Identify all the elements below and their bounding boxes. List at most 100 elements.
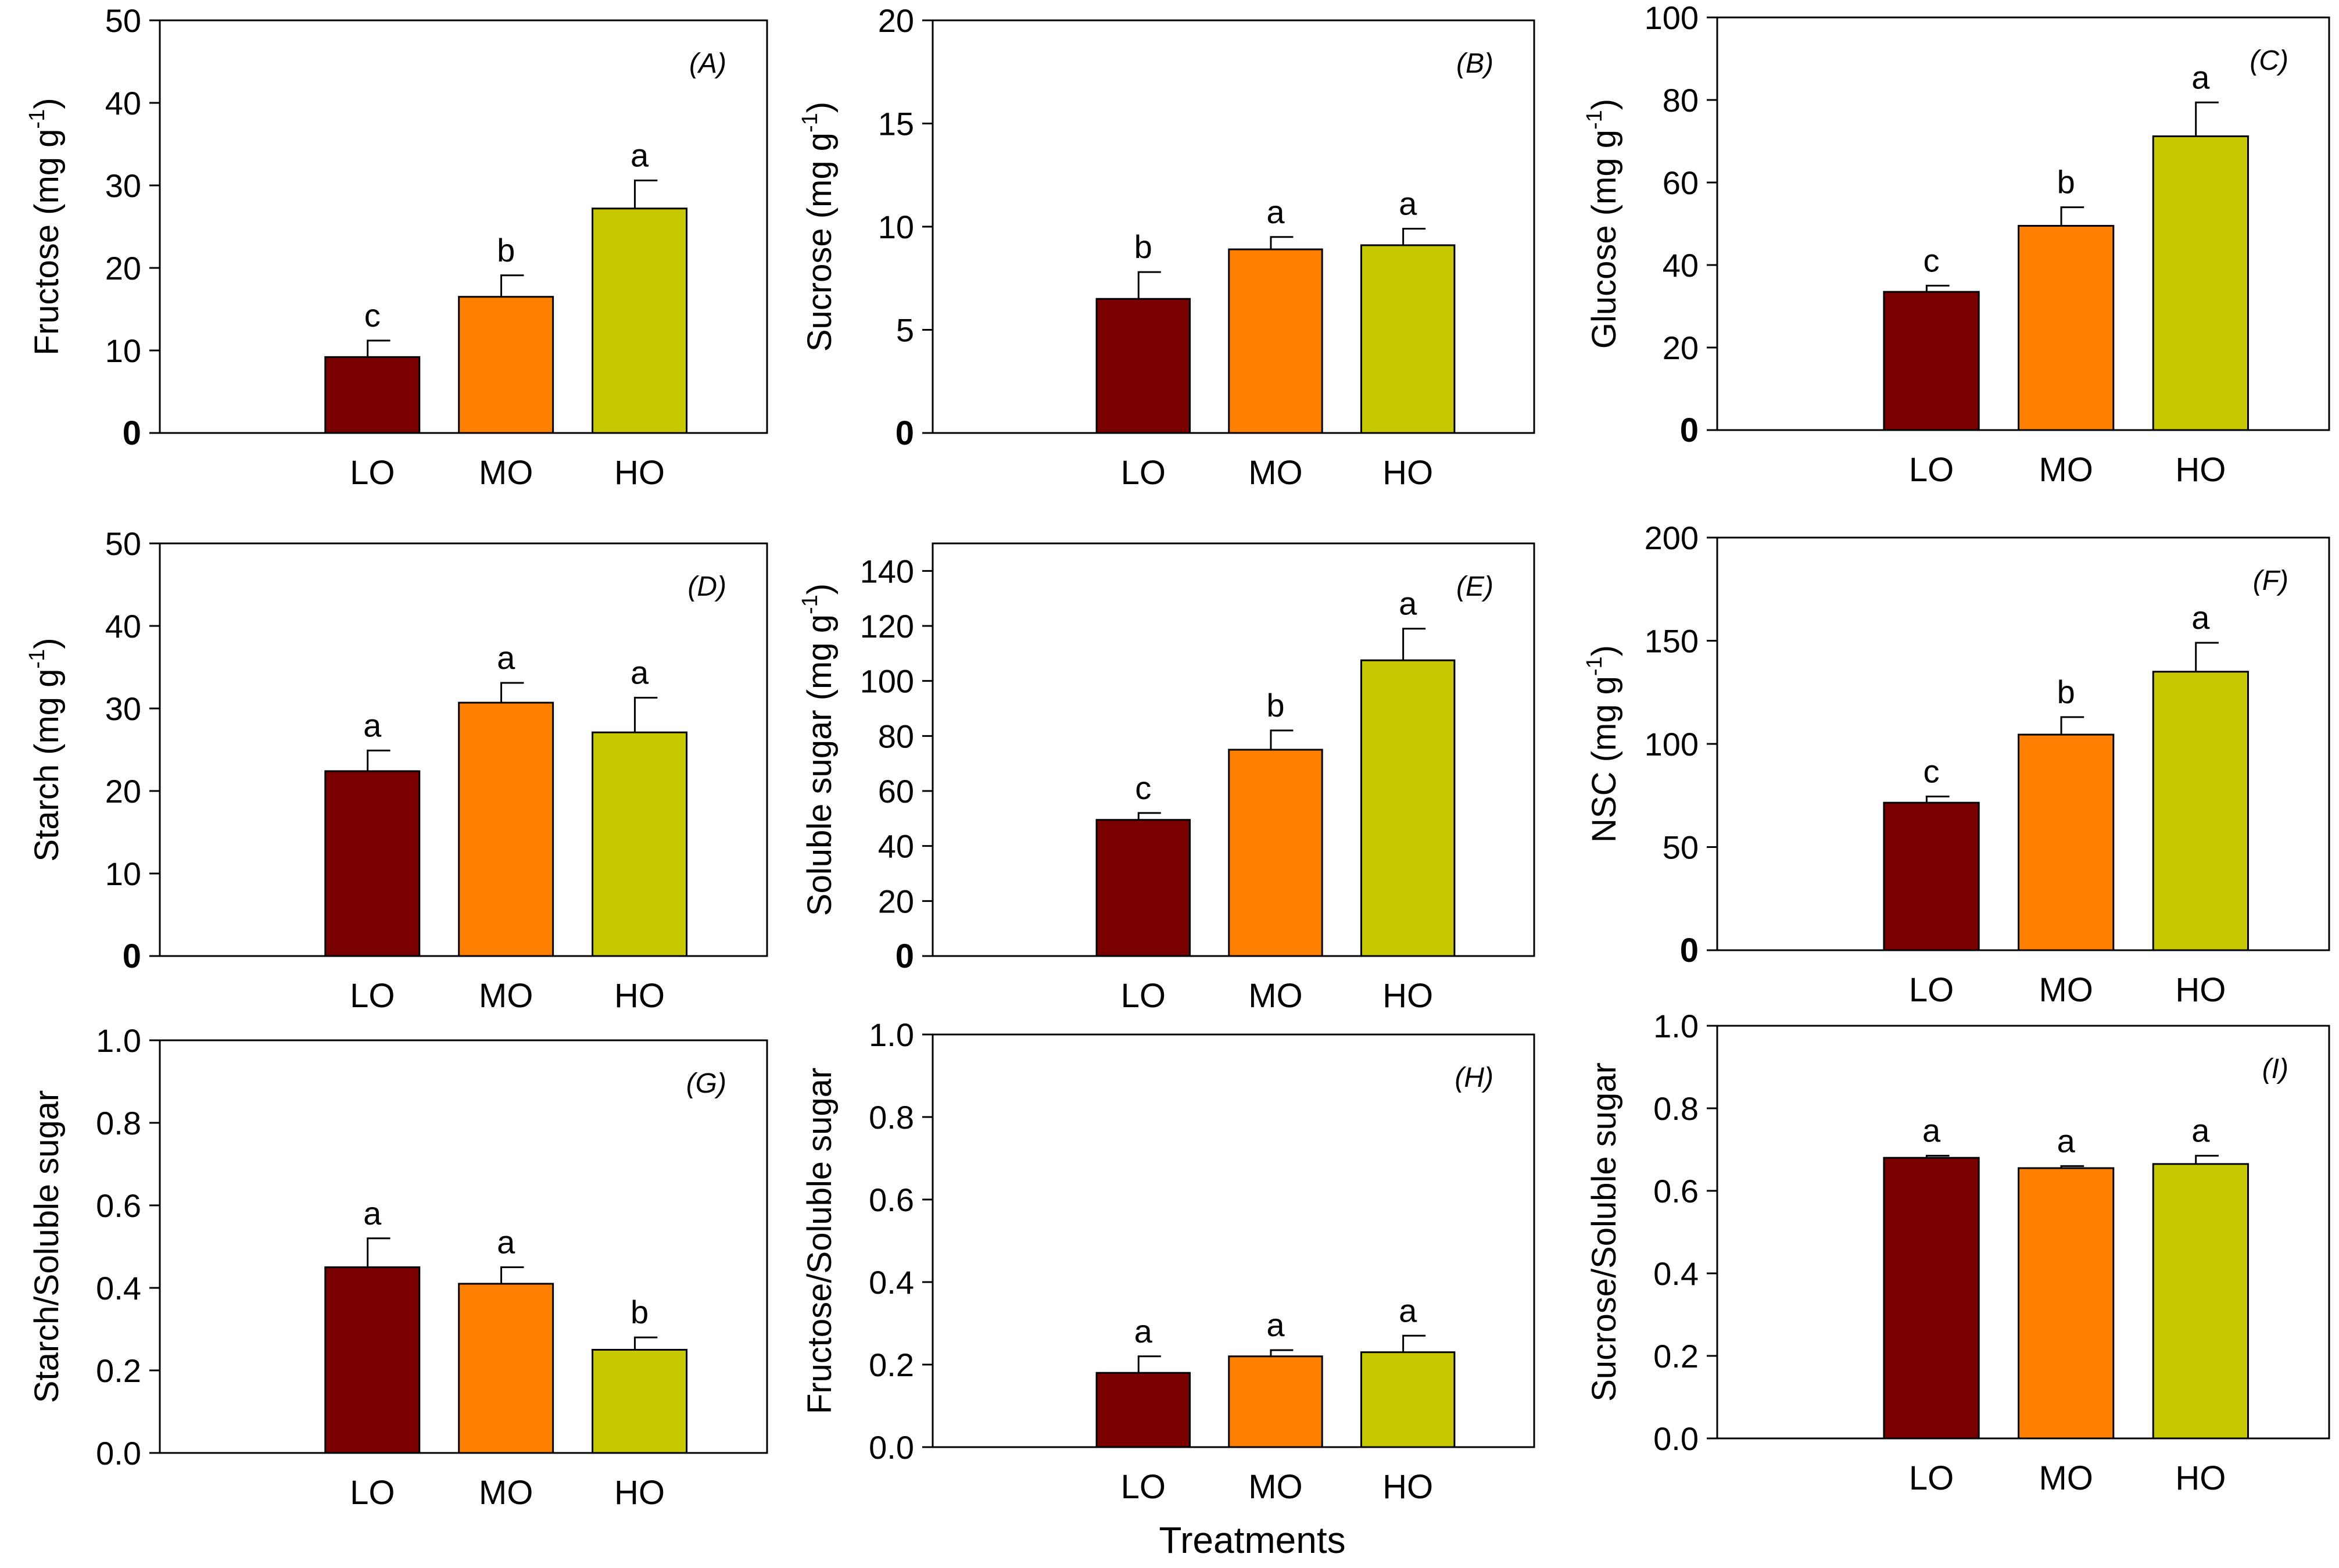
y-tick-label: 20 [878, 883, 914, 919]
chart-panel: 0 5 10 15 20 Sucrose (mg g-1) (B) b LO a MO a HO [798, 2, 1535, 492]
error-bar [1137, 812, 1161, 820]
x-tick-label: HO [614, 454, 665, 492]
y-tick-label: 20 [878, 2, 914, 39]
y-axis-title: Glucose (mg g-1) [1582, 99, 1623, 349]
error-bar [1270, 1349, 1294, 1356]
error-bar [2060, 1165, 2084, 1168]
y-tick-label: 0.2 [869, 1347, 914, 1383]
y-tick-label: 80 [1663, 82, 1699, 119]
bar-ho [2152, 671, 2249, 951]
y-tick-label: 0 [123, 414, 141, 452]
y-tick-label: 0.4 [1653, 1255, 1699, 1292]
y-tick-label: 1.0 [869, 1016, 914, 1053]
y-tick-label: 60 [1663, 164, 1699, 201]
significance-letter: a [363, 707, 382, 743]
error-bar [500, 1266, 524, 1284]
x-tick-label: HO [2175, 971, 2226, 1009]
panel-tag: (F) [2253, 565, 2288, 596]
y-tick-label: 100 [1645, 0, 1699, 36]
x-tick-label: LO [350, 454, 395, 492]
bar-ho [592, 1349, 688, 1454]
error-bar [1270, 729, 1294, 750]
panel-tag: (B) [1456, 48, 1493, 79]
bar-ho [592, 731, 688, 957]
x-tick-label: LO [1909, 971, 1954, 1009]
x-tick-label: LO [1909, 1459, 1954, 1497]
chart-panel: 0 20 40 60 80 100 Glucose (mg g-1) (C) c LO b MO a HO [1582, 0, 2330, 489]
significance-letter: b [1134, 228, 1152, 265]
chart-panel: 0 20 40 60 80 100 120 140 Soluble sugar (mg g-1)… [798, 542, 1535, 1015]
y-axis-title: Soluble sugar (mg g-1) [798, 583, 839, 916]
x-tick-label: HO [1382, 977, 1433, 1015]
x-tick-label: MO [1248, 454, 1302, 492]
error-bar [1402, 228, 1426, 245]
panel-tag: (D) [687, 571, 726, 602]
bar-lo [324, 356, 421, 434]
error-bar [1925, 285, 1950, 292]
bar-ho [2152, 135, 2249, 431]
x-tick-label: MO [2039, 971, 2093, 1009]
y-axis-title: Sucrose (mg g-1) [798, 102, 839, 352]
y-tick-label: 0.6 [1653, 1173, 1699, 1209]
error-bar [633, 697, 658, 733]
y-tick-label: 0.6 [869, 1182, 914, 1218]
significance-letter: a [1266, 1306, 1285, 1343]
significance-letter: b [1266, 687, 1284, 724]
x-tick-label: LO [350, 977, 395, 1015]
y-tick-label: 1.0 [1653, 1008, 1699, 1044]
y-tick-label: 0.8 [869, 1099, 914, 1136]
global-x-axis-title: Treatments [1159, 1519, 1345, 1561]
y-tick-label: 0.2 [1653, 1338, 1699, 1374]
significance-letter: c [1924, 753, 1940, 790]
y-tick-label: 0.4 [869, 1264, 914, 1301]
error-bar [1137, 1355, 1161, 1373]
bar-mo [458, 1283, 554, 1454]
significance-letter: a [497, 1224, 515, 1261]
error-bar [500, 274, 524, 297]
bar-mo [1228, 1355, 1323, 1448]
x-tick-label: HO [1382, 1468, 1433, 1506]
y-tick-label: 10 [878, 209, 914, 245]
bar-lo [1095, 298, 1191, 434]
error-bar [2060, 206, 2084, 226]
y-tick-label: 5 [896, 312, 914, 349]
y-tick-label: 20 [105, 250, 141, 287]
significance-letter: a [363, 1195, 382, 1232]
chart-panel: 0 10 20 30 40 50 Fructose (mg g-1) (A) c LO b MO a HO [25, 2, 768, 492]
bar-lo [1883, 291, 1980, 431]
x-tick-label: LO [1121, 1468, 1166, 1506]
y-tick-label: 0 [1680, 411, 1699, 449]
error-bar [1925, 796, 1950, 803]
panel-tag: (A) [689, 48, 726, 79]
x-tick-label: LO [350, 1474, 395, 1512]
y-tick-label: 150 [1645, 623, 1699, 660]
panel-tag: (H) [1455, 1062, 1493, 1093]
bar-ho [2152, 1163, 2249, 1440]
y-tick-label: 0.4 [96, 1270, 141, 1306]
significance-letter: b [2057, 674, 2075, 710]
bar-ho [1360, 244, 1456, 434]
significance-letter: a [2191, 599, 2210, 636]
x-tick-label: MO [2039, 1459, 2093, 1497]
error-bar [633, 1336, 658, 1350]
error-bar [2195, 642, 2219, 672]
y-tick-label: 20 [1663, 330, 1699, 366]
significance-letter: c [364, 297, 381, 334]
bar-lo [324, 770, 421, 957]
x-tick-label: MO [1248, 1468, 1302, 1506]
significance-letter: b [2057, 164, 2075, 201]
y-tick-label: 0.2 [96, 1352, 141, 1389]
bar-mo [2018, 733, 2115, 951]
y-axis-title: Sucrose/Soluble sugar [1585, 1062, 1623, 1402]
significance-letter: c [1135, 769, 1151, 806]
x-tick-label: MO [479, 1474, 533, 1512]
x-tick-label: HO [614, 1474, 665, 1512]
x-tick-label: HO [614, 977, 665, 1015]
y-tick-label: 50 [105, 2, 141, 39]
error-bar [1402, 628, 1426, 661]
y-tick-label: 40 [878, 828, 914, 865]
significance-letter: a [631, 137, 649, 173]
y-axis-title: NSC (mg g-1) [1582, 645, 1623, 843]
y-tick-label: 0 [1680, 932, 1699, 969]
y-tick-label: 0.6 [96, 1187, 141, 1224]
